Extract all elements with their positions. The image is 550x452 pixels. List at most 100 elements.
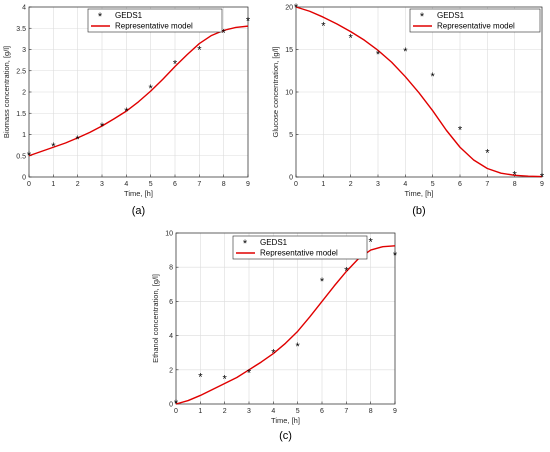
y-tick-label: 0: [22, 175, 26, 182]
y-tick-label: 5: [289, 132, 293, 139]
data-point: *: [458, 124, 463, 136]
x-tick-label: 0: [27, 181, 31, 188]
data-point: *: [540, 172, 545, 184]
data-point: *: [173, 59, 178, 71]
data-point: *: [51, 141, 56, 153]
model-curve: [28, 25, 249, 157]
legend-marker-data: *: [243, 238, 248, 250]
x-tick-label: 2: [76, 181, 80, 188]
x-tick-label: 5: [431, 181, 435, 188]
data-point: *: [198, 372, 203, 384]
data-point: *: [247, 367, 252, 379]
x-tick-label: 1: [51, 181, 55, 188]
data-point: *: [27, 150, 32, 162]
chart-1: 0 1 2 3 4 5 6 7 8 9 0 0.5 1 1.5 2 2.5 3 3.5 4 * * * * * * * * * * Tim…: [2, 5, 251, 218]
data-point: *: [369, 237, 374, 249]
y-tick-label: 15: [285, 47, 293, 54]
legend-marker-data: *: [420, 11, 425, 23]
y-tick-label: 10: [165, 231, 173, 238]
data-point: *: [485, 147, 490, 159]
x-tick-label: 7: [344, 408, 348, 415]
legend: * GEDS1 Representative model: [409, 8, 541, 33]
y-tick-label: 4: [169, 333, 173, 340]
y-tick-label: 10: [285, 90, 293, 97]
x-tick-label: 1: [321, 181, 325, 188]
model-curve: [295, 6, 543, 178]
chart-caption: (c): [279, 430, 292, 442]
y-tick-label: 20: [285, 5, 293, 12]
legend-label-model: Representative model: [437, 22, 515, 31]
plot-area: [176, 233, 395, 404]
axes-box: [295, 6, 543, 178]
data-point: *: [513, 169, 518, 181]
y-axis-label: Biomass concentration, [g/l]: [2, 46, 11, 138]
x-tick-label: 1: [198, 408, 202, 415]
data-point: *: [431, 71, 436, 83]
x-tick-label: 0: [174, 408, 178, 415]
y-tick-label: 0.5: [16, 153, 26, 160]
x-tick-label: 7: [197, 181, 201, 188]
x-axis-label: Time, [h]: [405, 189, 434, 198]
axes-box: [175, 232, 396, 405]
y-axis-label: Glucose concentration, [g/l]: [271, 47, 280, 138]
data-point: *: [223, 373, 228, 385]
legend-label-model: Representative model: [115, 22, 193, 31]
x-tick-label: 2: [223, 408, 227, 415]
x-tick-label: 5: [149, 181, 153, 188]
x-tick-label: 4: [124, 181, 128, 188]
data-point: *: [376, 49, 381, 61]
y-tick-label: 2: [22, 90, 26, 97]
y-tick-label: 2.5: [16, 68, 26, 75]
data-point: *: [349, 33, 354, 45]
data-point: *: [174, 398, 179, 410]
legend-box: [232, 235, 368, 260]
x-tick-label: 6: [458, 181, 462, 188]
y-tick-label: 1.5: [16, 111, 26, 118]
x-tick-label: 4: [271, 408, 275, 415]
x-tick-label: 6: [320, 408, 324, 415]
legend: * GEDS1 Representative model: [232, 235, 368, 260]
y-tick-label: 4: [22, 5, 26, 12]
x-tick-label: 9: [540, 181, 544, 188]
x-tick-label: 6: [173, 181, 177, 188]
legend-label-data: GEDS1: [260, 238, 288, 247]
x-tick-label: 2: [349, 181, 353, 188]
data-point: *: [321, 21, 326, 33]
data-point: *: [100, 121, 105, 133]
data-point: *: [296, 341, 301, 353]
x-tick-label: 8: [513, 181, 517, 188]
y-tick-label: 3.5: [16, 26, 26, 33]
legend: * GEDS1 Representative model: [87, 8, 223, 33]
y-tick-label: 0: [169, 402, 173, 409]
chart-caption: (b): [412, 205, 425, 217]
x-tick-label: 3: [247, 408, 251, 415]
axes-box: [28, 6, 249, 178]
y-tick-label: 8: [169, 265, 173, 272]
chart-3: 0 1 2 3 4 5 6 7 8 9 0 2 4 6 8 10 * * * * * * * * * * Time, [h] Etha…: [151, 231, 398, 443]
x-tick-label: 3: [100, 181, 104, 188]
data-point: *: [320, 276, 325, 288]
x-tick-label: 9: [393, 408, 397, 415]
data-point: *: [271, 348, 276, 360]
legend-label-model: Representative model: [260, 249, 338, 258]
x-tick-label: 8: [222, 181, 226, 188]
y-tick-label: 3: [22, 47, 26, 54]
y-tick-label: 1: [22, 132, 26, 139]
data-point: *: [344, 266, 349, 278]
data-point: *: [149, 83, 154, 95]
x-tick-label: 4: [403, 181, 407, 188]
data-point: *: [76, 134, 81, 146]
y-tick-label: 2: [169, 367, 173, 374]
x-tick-label: 5: [296, 408, 300, 415]
x-axis-label: Time, [h]: [271, 416, 300, 425]
data-point: *: [393, 250, 398, 262]
data-point: *: [294, 2, 299, 14]
legend-label-data: GEDS1: [115, 11, 143, 20]
x-tick-label: 9: [246, 181, 250, 188]
x-tick-label: 7: [485, 181, 489, 188]
x-tick-label: 0: [294, 181, 298, 188]
data-point: *: [124, 106, 129, 118]
data-point: *: [222, 28, 227, 40]
